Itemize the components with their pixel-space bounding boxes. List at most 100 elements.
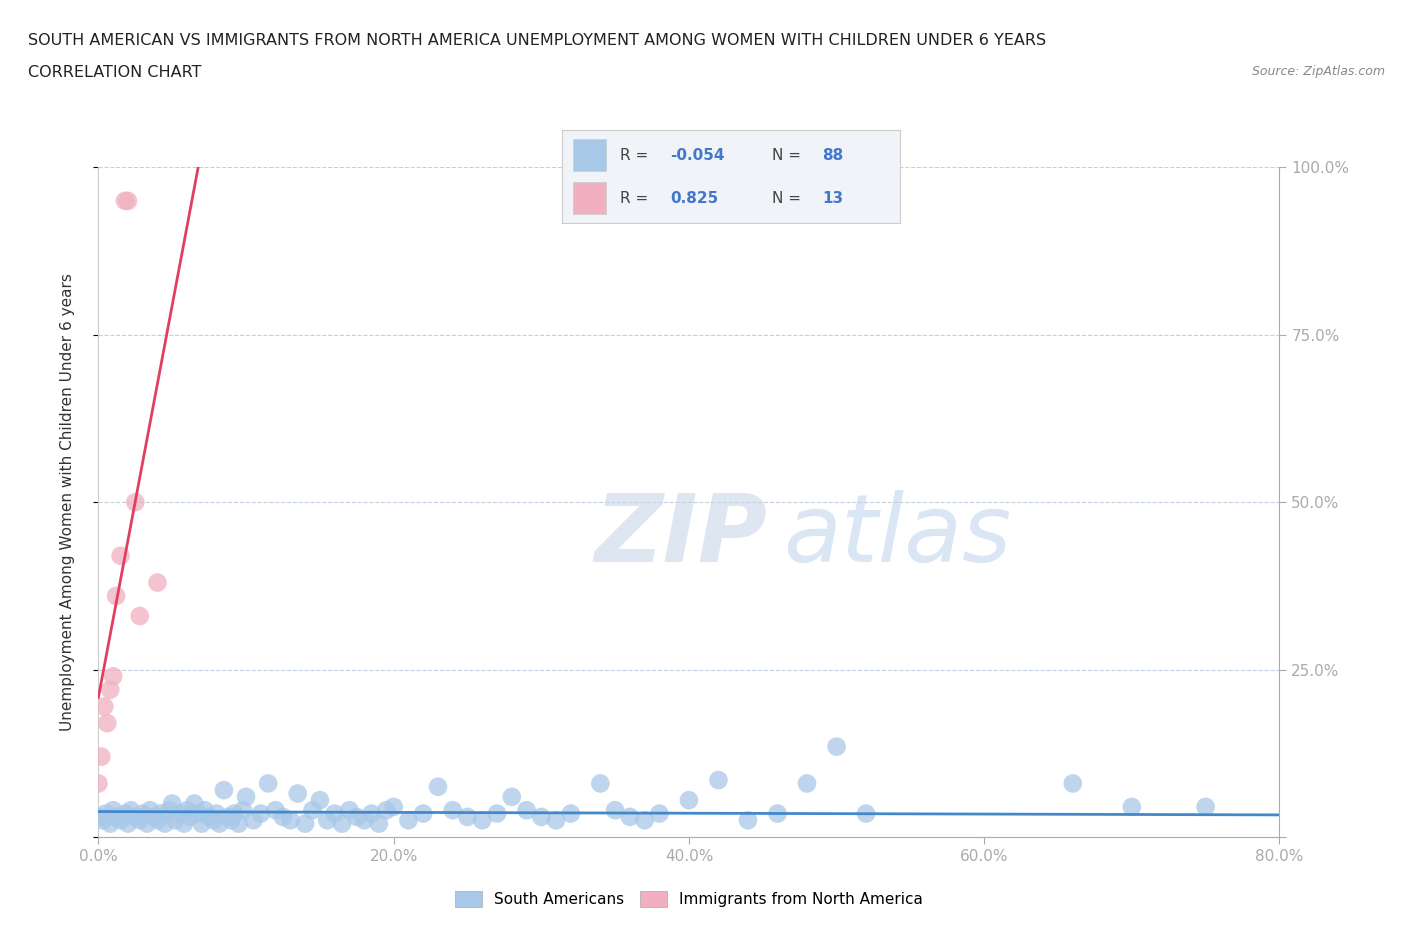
Point xyxy=(176,803,198,817)
Point xyxy=(707,773,730,788)
Point xyxy=(796,776,818,790)
Point xyxy=(208,817,231,831)
Point xyxy=(501,790,523,804)
Point xyxy=(219,813,242,828)
Point xyxy=(294,817,316,831)
Point xyxy=(250,806,273,821)
Point xyxy=(194,803,217,817)
Point xyxy=(93,699,115,714)
Point xyxy=(278,813,302,828)
Point xyxy=(316,813,339,828)
Text: 88: 88 xyxy=(823,148,844,163)
Point xyxy=(120,803,142,817)
Point xyxy=(360,806,382,821)
Text: Source: ZipAtlas.com: Source: ZipAtlas.com xyxy=(1251,65,1385,78)
Point xyxy=(825,739,848,754)
Point xyxy=(441,803,464,817)
Point xyxy=(114,806,136,821)
Point xyxy=(530,809,553,824)
Point xyxy=(212,783,235,798)
Point xyxy=(560,806,582,821)
Point xyxy=(515,803,537,817)
Text: N =: N = xyxy=(772,148,806,163)
Point xyxy=(143,809,166,824)
Point xyxy=(766,806,789,821)
Point xyxy=(91,813,114,828)
Point xyxy=(139,803,162,817)
Point xyxy=(110,549,132,564)
Point xyxy=(153,817,176,831)
Point xyxy=(87,809,110,824)
Text: R =: R = xyxy=(620,148,652,163)
Point xyxy=(162,796,183,811)
Point xyxy=(124,809,146,824)
Point xyxy=(98,817,121,831)
Point xyxy=(110,813,132,828)
Point xyxy=(87,776,110,790)
Point xyxy=(1062,776,1084,790)
Point xyxy=(855,806,877,821)
Text: -0.054: -0.054 xyxy=(671,148,725,163)
Point xyxy=(149,806,172,821)
Text: atlas: atlas xyxy=(783,490,1012,581)
Point xyxy=(191,817,214,831)
Point xyxy=(136,817,159,831)
FancyBboxPatch shape xyxy=(572,182,606,214)
Text: 0.825: 0.825 xyxy=(671,191,718,206)
Point xyxy=(179,809,201,824)
Point xyxy=(737,813,759,828)
Point xyxy=(128,813,150,828)
Point xyxy=(183,796,205,811)
Point xyxy=(90,750,112,764)
Point xyxy=(396,813,419,828)
Point xyxy=(232,803,254,817)
Point xyxy=(94,806,117,821)
Point xyxy=(368,817,391,831)
Point xyxy=(217,809,239,824)
Point xyxy=(353,813,375,828)
Point xyxy=(124,495,146,510)
Point xyxy=(346,809,368,824)
Point xyxy=(202,813,225,828)
Point xyxy=(103,669,125,684)
Point xyxy=(427,779,450,794)
Point xyxy=(98,683,121,698)
Text: ZIP: ZIP xyxy=(595,490,768,581)
Text: R =: R = xyxy=(620,191,652,206)
Point xyxy=(589,776,612,790)
Point xyxy=(330,817,353,831)
Point xyxy=(456,809,478,824)
Point xyxy=(146,575,169,590)
Point xyxy=(205,806,228,821)
Point xyxy=(1121,800,1143,815)
Point xyxy=(173,817,195,831)
Point xyxy=(471,813,494,828)
Point xyxy=(412,806,434,821)
Point xyxy=(339,803,360,817)
Text: 13: 13 xyxy=(823,191,844,206)
Point xyxy=(375,803,398,817)
Point xyxy=(169,806,191,821)
Point xyxy=(633,813,655,828)
Point xyxy=(228,817,250,831)
Point xyxy=(1195,800,1218,815)
Point xyxy=(224,806,246,821)
Point xyxy=(128,608,150,623)
Point xyxy=(105,589,128,604)
Point xyxy=(323,806,346,821)
Point xyxy=(301,803,323,817)
Point xyxy=(309,792,332,807)
Point xyxy=(382,800,405,815)
Point xyxy=(648,806,671,821)
Point xyxy=(242,813,264,828)
Point xyxy=(105,809,128,824)
Point xyxy=(546,813,568,828)
Point xyxy=(165,813,187,828)
Text: CORRELATION CHART: CORRELATION CHART xyxy=(28,65,201,80)
Point xyxy=(103,803,125,817)
Point xyxy=(678,792,700,807)
Point xyxy=(287,786,309,801)
Point xyxy=(114,193,136,208)
Point xyxy=(619,809,641,824)
Point xyxy=(257,776,280,790)
